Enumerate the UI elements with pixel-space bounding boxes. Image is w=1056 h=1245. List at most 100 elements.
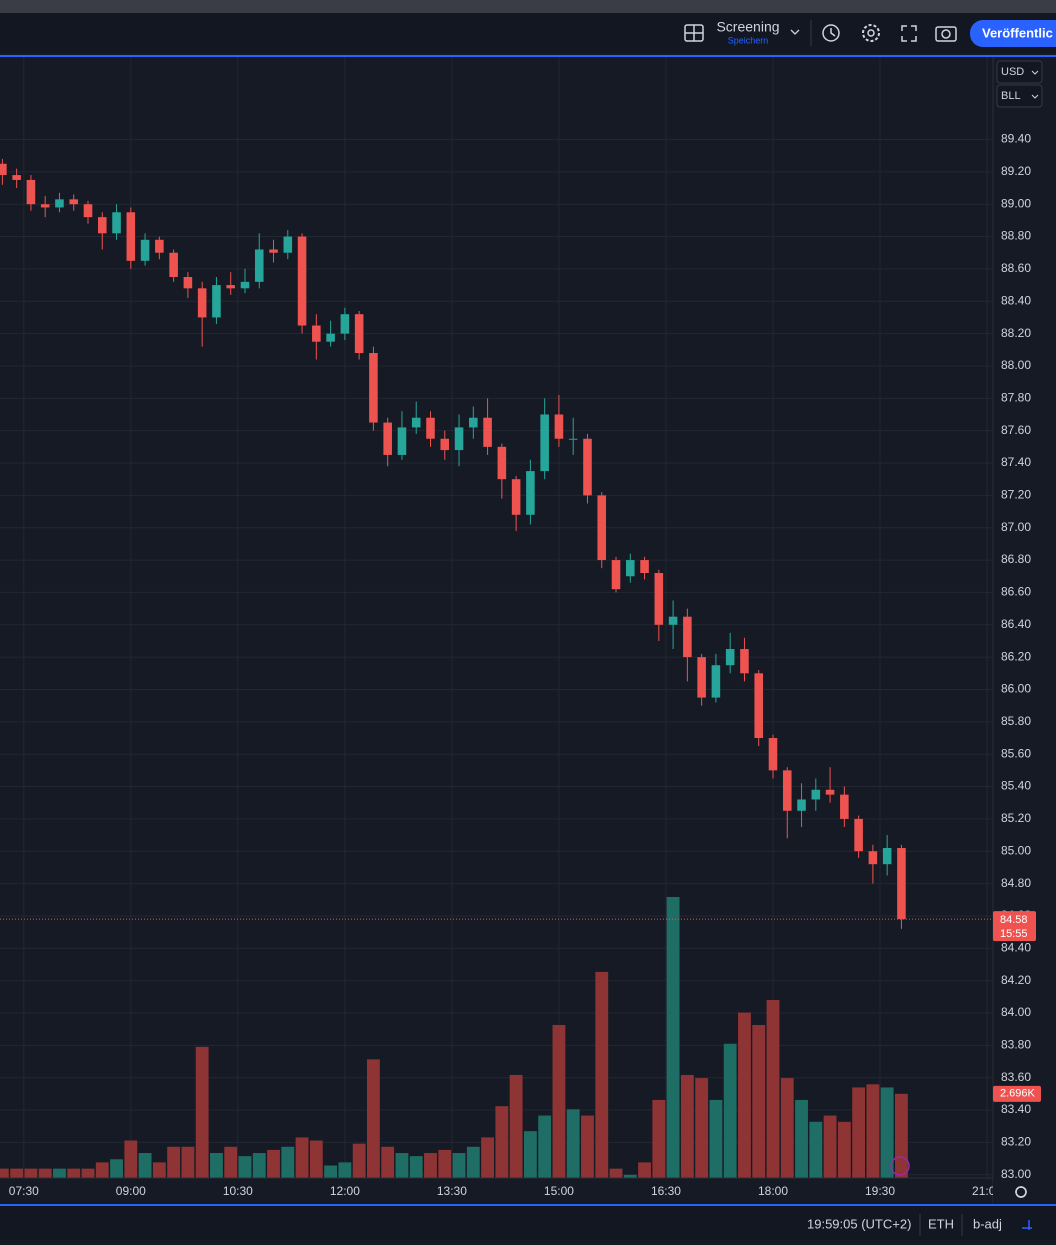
- icon: [830, 28, 836, 37]
- volume-bar: [738, 1012, 751, 1178]
- candle-body: [469, 417, 478, 428]
- volume-bar: [252, 1153, 266, 1178]
- volume-bar: [38, 1168, 52, 1178]
- y-tick-label: 87.40: [1001, 455, 1031, 469]
- y-tick-label: 85.40: [1001, 779, 1031, 793]
- y-tick-label: 83.80: [1001, 1038, 1031, 1052]
- candle-body: [868, 851, 878, 865]
- volume-bar: [67, 1168, 81, 1178]
- icon: [941, 29, 951, 39]
- y-tick-label: 85.60: [1001, 746, 1031, 760]
- alert-button[interactable]: [822, 24, 840, 42]
- volume-bar: [823, 1115, 837, 1178]
- last-price-label: 84.58: [1000, 914, 1028, 926]
- axis-cover: [993, 1180, 1056, 1204]
- y-tick-label: 86.80: [1001, 552, 1031, 566]
- volume-bar: [181, 1146, 195, 1178]
- y-tick-label: 85.20: [1001, 811, 1031, 825]
- candle-body: [112, 212, 121, 234]
- x-tick-label: 18:00: [758, 1184, 788, 1198]
- y-tick-label: 87.80: [1001, 390, 1031, 404]
- settings-button[interactable]: [862, 24, 880, 42]
- y-tick-label: 83.40: [1001, 1102, 1031, 1116]
- volume-bar: [523, 1131, 537, 1178]
- candle-body: [12, 175, 21, 180]
- volume-bar: [666, 896, 680, 1178]
- y-tick-label: 83.20: [1001, 1135, 1031, 1149]
- y-tick-label: 83.00: [1001, 1167, 1031, 1181]
- candle-body: [26, 179, 36, 205]
- y-tick-label: 88.40: [1001, 293, 1031, 307]
- x-tick-label: 19:30: [865, 1184, 895, 1198]
- axis-settings[interactable]: [1015, 1186, 1027, 1198]
- candle-body: [526, 471, 535, 515]
- volume-bar: [124, 1140, 138, 1178]
- y-tick-label: 89.20: [1001, 164, 1031, 178]
- candle-body: [568, 438, 578, 440]
- candle-body: [683, 616, 692, 658]
- candle-body: [69, 199, 79, 205]
- currency-button[interactable]: USD: [996, 60, 1043, 84]
- volume-bar: [495, 1106, 509, 1178]
- candle-body: [740, 649, 749, 674]
- candle-body: [354, 314, 364, 354]
- icon: [822, 24, 840, 42]
- snapshot-button[interactable]: [935, 26, 957, 42]
- screening-button[interactable]: Screening Speichern: [684, 19, 800, 46]
- candle-body: [540, 414, 549, 472]
- volume-bar: [281, 1146, 295, 1178]
- y-tick-label: 88.60: [1001, 261, 1031, 275]
- icon: [862, 24, 880, 42]
- candle-body: [497, 446, 507, 480]
- fullscreen-button[interactable]: [901, 25, 917, 42]
- unit-button[interactable]: BLL: [996, 84, 1043, 108]
- volume-bar: [224, 1146, 238, 1178]
- volume-bar: [324, 1165, 338, 1178]
- volume-bar: [466, 1146, 480, 1178]
- candle-body: [483, 417, 492, 447]
- candle-body: [212, 285, 221, 318]
- y-tick-label: 86.40: [1001, 617, 1031, 631]
- y-tick-label: 89.40: [1001, 132, 1031, 146]
- candle-body: [226, 285, 235, 289]
- volume-bar: [381, 1146, 395, 1178]
- volume-bar: [409, 1156, 423, 1178]
- candle-body: [825, 789, 835, 795]
- x-tick-label: 16:30: [651, 1184, 681, 1198]
- volume-bar: [366, 1059, 380, 1178]
- volume-bar: [53, 1168, 66, 1178]
- candle-body: [97, 217, 107, 234]
- candle-body: [811, 789, 821, 800]
- publish-button[interactable]: Veröffentlic: [970, 20, 1056, 47]
- volume-label-box: [993, 1085, 1041, 1102]
- toolbar: [0, 13, 1056, 53]
- candle-body: [626, 560, 635, 577]
- candle-body: [397, 427, 407, 455]
- volume-bar: [609, 1168, 623, 1178]
- candle-body: [269, 249, 278, 253]
- candle-body: [454, 427, 464, 451]
- y-tick-label: 84.00: [1001, 1005, 1031, 1019]
- button-bg: [996, 84, 1043, 108]
- candle-body: [369, 353, 378, 423]
- volume-bar: [395, 1153, 409, 1178]
- unit-label: BLL: [1001, 90, 1021, 102]
- y-tick-label: 85.80: [1001, 714, 1031, 728]
- icon[interactable]: [1022, 1220, 1032, 1230]
- panel-border-top: [0, 55, 1056, 57]
- y-tick-label: 87.60: [1001, 423, 1031, 437]
- volume-bar: [509, 1074, 523, 1178]
- volume-bar: [352, 1143, 366, 1178]
- candle-body: [654, 573, 664, 625]
- volume-bar: [95, 1162, 109, 1178]
- candle-body: [283, 236, 293, 253]
- chevron: [1031, 94, 1039, 99]
- volume-bar: [652, 1099, 666, 1178]
- y-tick-label: 83.60: [1001, 1070, 1031, 1084]
- volume-bar: [0, 1168, 9, 1178]
- candle-body: [55, 199, 64, 208]
- candle-body: [40, 204, 50, 208]
- candle-body: [83, 204, 93, 218]
- button-bg: [996, 60, 1043, 84]
- save-label: Speichern: [728, 35, 769, 45]
